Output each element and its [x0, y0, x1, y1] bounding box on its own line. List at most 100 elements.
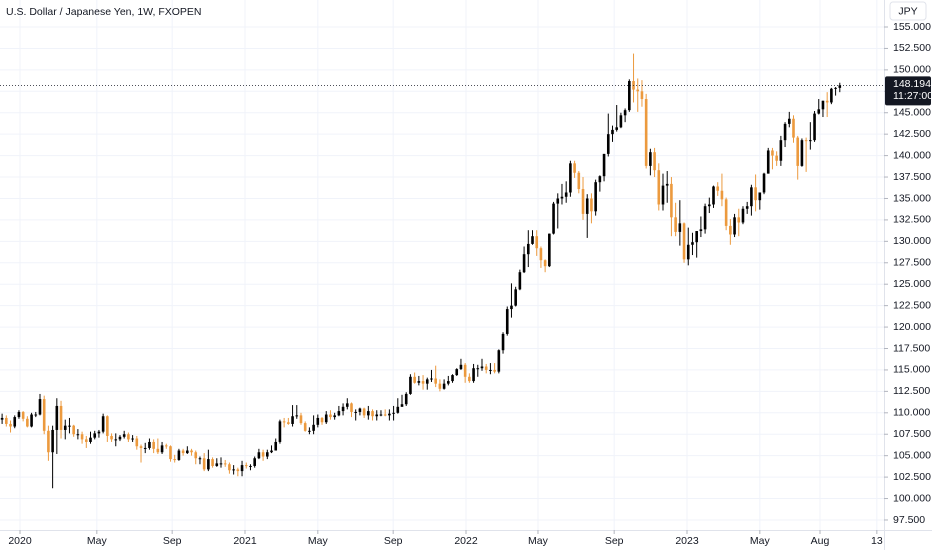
candle-body [476, 368, 480, 370]
candle-body [316, 417, 320, 425]
candle-body [590, 198, 593, 212]
candle-body [47, 430, 50, 453]
candle-body [219, 463, 223, 465]
candle-body [93, 433, 97, 438]
candle-body [383, 414, 387, 416]
candle-body [5, 417, 8, 424]
candle-body [531, 236, 534, 244]
candle-body [51, 429, 54, 453]
candle-body [459, 364, 463, 370]
candle-body [716, 186, 720, 191]
candle-body [160, 445, 164, 453]
candle-body [215, 463, 219, 466]
candle-body [741, 208, 745, 223]
x-tick-label: Sep [384, 535, 403, 547]
candle-body [278, 421, 282, 442]
candle-body [17, 411, 21, 418]
candle-body [809, 140, 812, 142]
candle-body [106, 416, 109, 436]
candle-body [640, 91, 644, 100]
candle-body [653, 152, 656, 171]
y-tick-label: 105.000 [893, 449, 931, 461]
candle-body [345, 403, 349, 407]
y-tick-label: 132.500 [893, 214, 931, 226]
candle-body [186, 450, 189, 454]
candle-body [737, 217, 741, 223]
x-tick-label: 2022 [454, 535, 478, 547]
candle-body [21, 411, 25, 419]
candle-body [484, 366, 488, 370]
candle-body [463, 364, 467, 377]
candle-body [152, 441, 155, 449]
y-tick-label: 125.000 [893, 278, 931, 290]
grid [0, 0, 884, 530]
y-tick-label: 117.500 [893, 342, 930, 354]
candle-body [388, 413, 391, 416]
candle-body [707, 204, 711, 207]
currency-label[interactable]: JPY [898, 5, 917, 17]
candle-body [122, 434, 126, 437]
candle-body [299, 415, 303, 424]
chart-title: U.S. Dollar / Japanese Yen, 1W, FXOPEN [6, 6, 202, 18]
candle-body [379, 414, 383, 416]
candle-body [657, 170, 661, 205]
candle-body [577, 172, 581, 190]
candle-body [611, 129, 614, 135]
candle-body [367, 411, 370, 416]
candle-body [598, 176, 602, 183]
candle-body [308, 430, 311, 432]
candle-body [118, 436, 122, 440]
candle-body [636, 89, 640, 92]
candle-body [148, 441, 151, 448]
candle-body [63, 425, 67, 430]
candle-body [110, 435, 113, 440]
candle-body [602, 153, 606, 177]
candle-body [804, 140, 808, 142]
candle-body [665, 183, 669, 186]
candle-body [447, 381, 450, 384]
candle-body [392, 412, 395, 414]
candle-body [177, 450, 181, 460]
candle-body [181, 450, 185, 454]
candle-body [560, 196, 564, 199]
candle-body [581, 189, 585, 214]
candle-body [720, 190, 724, 200]
candle-body [497, 350, 501, 372]
candle-body [838, 85, 842, 88]
candle-body [564, 192, 568, 197]
candle-body [413, 376, 416, 383]
candle-body [792, 118, 795, 138]
candle-body [253, 458, 256, 466]
candle-body [762, 173, 766, 193]
candle-body [211, 459, 214, 466]
candle-body [682, 223, 686, 260]
y-tick-label: 130.000 [893, 235, 931, 247]
currency-box[interactable] [889, 1, 927, 21]
candle-body [543, 260, 547, 267]
candle-body [257, 452, 261, 459]
y-tick-label: 107.500 [893, 428, 931, 440]
candle-body [76, 434, 80, 436]
x-tick-label: May [528, 535, 549, 547]
y-tick-label: 122.500 [893, 299, 931, 311]
candle-body [421, 381, 425, 384]
candle-body [0, 417, 4, 420]
candle-body [131, 438, 134, 440]
candle-body [817, 109, 821, 114]
candle-body [114, 439, 118, 441]
y-tick-label: 137.500 [893, 171, 931, 183]
candle-body [468, 376, 471, 382]
candle-body [619, 115, 623, 128]
candle-body [89, 437, 92, 442]
candle-body [779, 140, 783, 161]
candle-body [72, 425, 75, 435]
candle-body [34, 414, 38, 416]
candle-body [712, 186, 715, 205]
candle-body [522, 254, 526, 273]
candle-body [796, 137, 800, 166]
candle-body [585, 198, 589, 214]
candle-body [223, 463, 227, 465]
y-tick-label: 120.000 [893, 321, 931, 333]
candle-body [628, 81, 631, 111]
